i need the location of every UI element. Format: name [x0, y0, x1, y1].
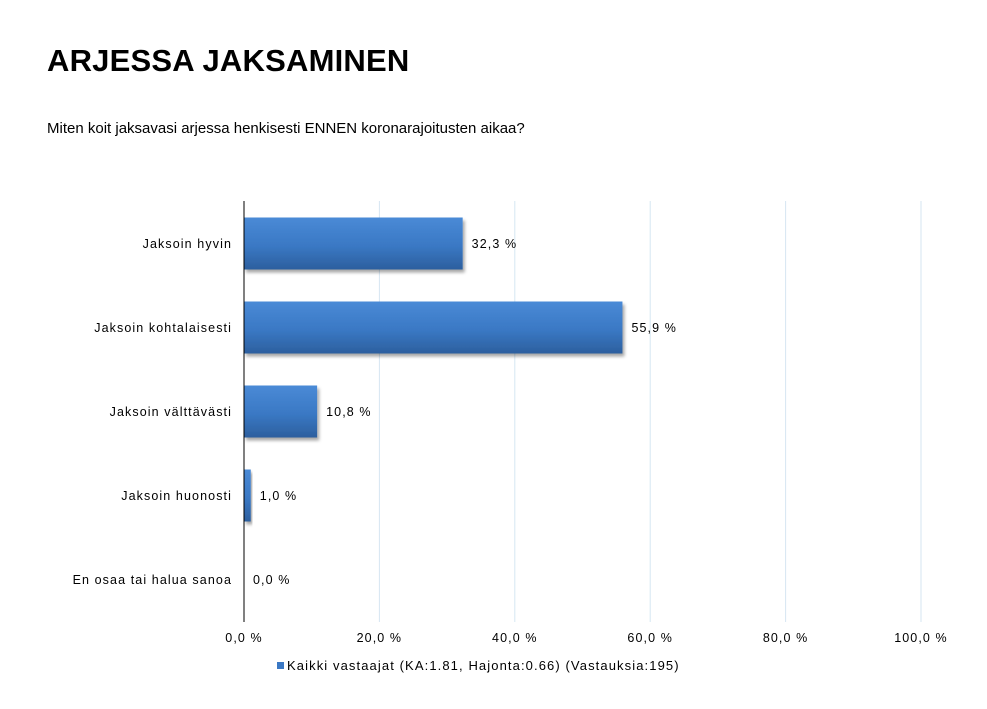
- category-label: Jaksoin huonosti: [121, 489, 232, 503]
- data-label: 32,3 %: [472, 237, 518, 251]
- x-tick-label: 0,0 %: [225, 631, 262, 645]
- category-label: Jaksoin välttävästi: [110, 405, 232, 419]
- x-tick-labels: 0,0 % 20,0 % 40,0 % 60,0 % 80,0 % 100,0 %: [225, 631, 948, 645]
- bar: [244, 301, 623, 354]
- bar: [244, 469, 251, 522]
- x-tick-label: 20,0 %: [357, 631, 403, 645]
- bar: [244, 217, 463, 270]
- bars: [244, 217, 623, 522]
- x-tick-label: 40,0 %: [492, 631, 538, 645]
- x-tick-label: 100,0 %: [894, 631, 948, 645]
- x-tick-label: 60,0 %: [627, 631, 673, 645]
- legend-label: Kaikki vastaajat (KA:1.81, Hajonta:0.66)…: [287, 658, 680, 673]
- category-label: Jaksoin hyvin: [143, 237, 232, 251]
- category-labels: Jaksoin hyvin Jaksoin kohtalaisesti Jaksoi…: [73, 237, 232, 587]
- legend-swatch: [277, 662, 284, 669]
- data-label: 55,9 %: [631, 321, 677, 335]
- data-label: 1,0 %: [260, 489, 297, 503]
- question-subtitle: Miten koit jaksavasi arjessa henkisesti …: [47, 120, 525, 137]
- category-label: En osaa tai halua sanoa: [73, 573, 232, 587]
- data-label: 0,0 %: [253, 573, 290, 587]
- category-label: Jaksoin kohtalaisesti: [94, 321, 232, 335]
- page-title: ARJESSA JAKSAMINEN: [47, 43, 410, 78]
- value-labels: 32,3 % 55,9 % 10,8 % 1,0 % 0,0 %: [253, 237, 677, 587]
- x-tick-label: 80,0 %: [763, 631, 809, 645]
- gridlines: [378, 201, 922, 622]
- data-label: 10,8 %: [326, 405, 372, 419]
- legend: Kaikki vastaajat (KA:1.81, Hajonta:0.66)…: [277, 658, 680, 673]
- bar: [244, 385, 318, 438]
